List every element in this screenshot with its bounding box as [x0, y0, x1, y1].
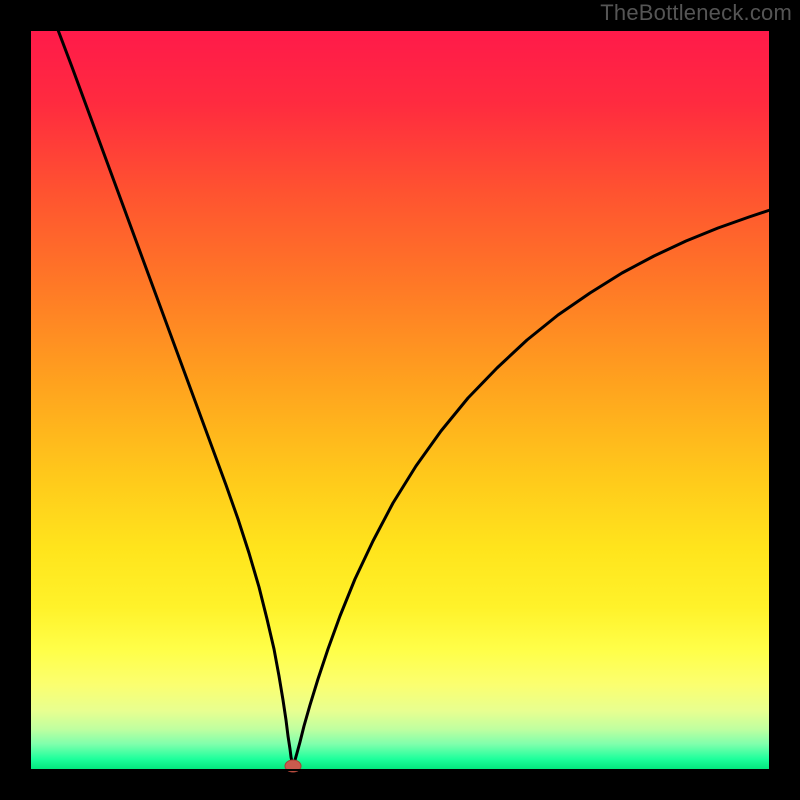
- bottleneck-chart: [0, 0, 800, 800]
- watermark-text: TheBottleneck.com: [600, 0, 792, 26]
- chart-background: [30, 30, 770, 770]
